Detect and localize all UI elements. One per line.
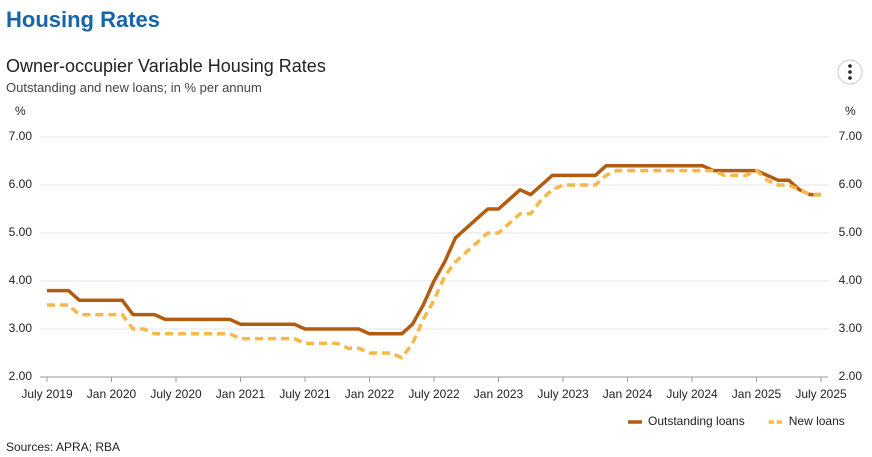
y-tick-label: 6.00 — [9, 177, 33, 191]
y-unit-right: % — [845, 104, 856, 118]
source: Sources: APRA; RBA — [6, 440, 120, 454]
line-series — [47, 164, 821, 336]
y-tick-label: 7.00 — [9, 129, 33, 143]
y-unit-left: % — [15, 104, 26, 118]
y-tick-label: 4.00 — [9, 273, 33, 287]
line-series — [47, 168, 821, 360]
y-tick-label-right: 2.00 — [839, 369, 863, 383]
legend-label: Outstanding loans — [648, 414, 745, 428]
x-tick-label: July 2025 — [795, 387, 847, 401]
menu-dot — [848, 64, 852, 68]
x-tick-label: July 2021 — [279, 387, 331, 401]
y-tick-label-right: 3.00 — [839, 321, 863, 335]
legend-label: New loans — [789, 414, 845, 428]
x-tick-label: July 2020 — [150, 387, 202, 401]
menu-dot — [848, 76, 852, 80]
x-tick-label: Jan 2024 — [603, 387, 653, 401]
page-title: Housing Rates — [6, 7, 160, 32]
x-tick-label: Jan 2025 — [732, 387, 782, 401]
y-tick-label: 2.00 — [9, 369, 33, 383]
chart-subtitle: Outstanding and new loans; in % per annu… — [6, 80, 262, 95]
x-tick-label: Jan 2023 — [474, 387, 524, 401]
y-tick-label-right: 7.00 — [839, 129, 863, 143]
x-tick-label: Jan 2020 — [87, 387, 137, 401]
y-tick-label-right: 5.00 — [839, 225, 863, 239]
x-tick-label: July 2019 — [21, 387, 73, 401]
x-tick-label: Jan 2021 — [216, 387, 266, 401]
x-tick-label: Jan 2022 — [345, 387, 395, 401]
legend-item: New loans — [768, 414, 845, 428]
x-tick-label: July 2022 — [408, 387, 460, 401]
x-tick-label: July 2024 — [666, 387, 718, 401]
y-tick-label-right: 4.00 — [839, 273, 863, 287]
menu-button[interactable] — [837, 59, 863, 85]
legend-item: Outstanding loans — [628, 414, 745, 428]
x-tick-label: July 2023 — [537, 387, 589, 401]
menu-dot — [848, 70, 852, 74]
chart-title: Owner-occupier Variable Housing Rates — [6, 56, 326, 76]
y-tick-label-right: 6.00 — [839, 177, 863, 191]
y-tick-label: 3.00 — [9, 321, 33, 335]
y-tick-label: 5.00 — [9, 225, 33, 239]
